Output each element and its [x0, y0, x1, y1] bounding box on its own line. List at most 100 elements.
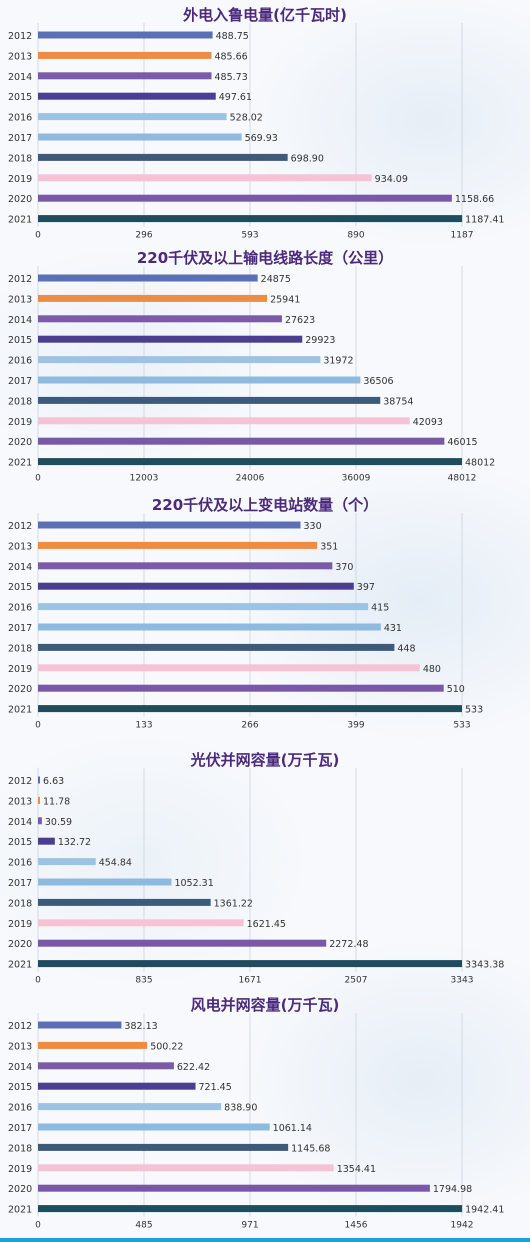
x-tick-label: 0	[35, 231, 41, 241]
year-label: 2021	[8, 705, 32, 716]
bar	[38, 562, 333, 570]
bar	[38, 1123, 270, 1131]
year-label: 2018	[8, 1143, 32, 1154]
year-label: 2012	[8, 1021, 32, 1032]
bar	[38, 51, 212, 59]
year-label: 2013	[8, 1041, 32, 1052]
bar	[38, 960, 463, 968]
year-label: 2019	[8, 417, 32, 428]
year-label: 2012	[8, 776, 32, 787]
year-label: 2020	[8, 684, 32, 695]
bar	[38, 194, 452, 202]
x-tick-label: 266	[241, 721, 258, 731]
chart-title: 光伏并网容量(万千瓦)	[190, 751, 340, 769]
bar	[38, 396, 381, 404]
value-label: 1942.41	[465, 1205, 504, 1216]
bar	[38, 356, 321, 364]
value-label: 1145.68	[291, 1143, 330, 1154]
x-tick-label: 12003	[130, 474, 159, 484]
bar	[38, 417, 410, 425]
value-label: 30.59	[45, 817, 72, 828]
value-label: 497.61	[219, 92, 252, 103]
year-label: 2015	[8, 335, 32, 346]
bar	[38, 582, 354, 590]
bar	[38, 133, 242, 141]
value-label: 431	[384, 623, 402, 634]
value-label: 24875	[261, 274, 291, 285]
value-label: 382.13	[124, 1021, 157, 1032]
year-label: 2016	[8, 356, 32, 367]
year-label: 2013	[8, 796, 32, 807]
value-label: 351	[320, 541, 338, 552]
year-label: 2012	[8, 31, 32, 42]
bar	[38, 315, 282, 323]
year-label: 2019	[8, 174, 32, 185]
value-label: 6.63	[43, 776, 64, 787]
bar	[38, 153, 288, 161]
value-label: 510	[447, 684, 465, 695]
value-label: 31972	[323, 356, 353, 367]
value-label: 721.45	[199, 1082, 232, 1093]
x-tick-label: 3343	[451, 976, 474, 986]
year-label: 2014	[8, 72, 32, 83]
year-label: 2015	[8, 582, 32, 593]
year-label: 2019	[8, 664, 32, 675]
chart-title: 外电入鲁电量(亿千瓦时)	[182, 6, 347, 24]
value-label: 485.66	[214, 51, 247, 62]
x-tick-label: 1942	[451, 1221, 474, 1231]
value-label: 38754	[383, 396, 413, 407]
value-label: 1354.41	[337, 1164, 376, 1175]
bar	[38, 1082, 196, 1090]
bar	[38, 541, 318, 549]
value-label: 25941	[270, 294, 300, 305]
year-label: 2020	[8, 437, 32, 448]
value-label: 370	[335, 562, 353, 573]
year-label: 2014	[8, 562, 32, 573]
year-label: 2018	[8, 153, 32, 164]
bar	[38, 1041, 148, 1049]
x-tick-label: 1187	[451, 231, 474, 241]
value-label: 1361.22	[214, 898, 253, 909]
x-tick-label: 0	[35, 474, 41, 484]
value-label: 500.22	[150, 1041, 183, 1052]
value-label: 46015	[447, 437, 477, 448]
year-label: 2021	[8, 960, 32, 971]
bar	[38, 939, 327, 947]
bar	[38, 1184, 430, 1192]
year-label: 2020	[8, 194, 32, 205]
year-label: 2016	[8, 113, 32, 124]
bar	[38, 458, 462, 466]
value-label: 1061.14	[273, 1123, 312, 1134]
bar	[38, 898, 211, 906]
bar	[38, 31, 213, 39]
x-tick-label: 1671	[239, 976, 262, 986]
year-label: 2015	[8, 1082, 32, 1093]
x-tick-label: 485	[135, 1221, 152, 1231]
bar	[38, 878, 172, 886]
year-label: 2018	[8, 898, 32, 909]
bar	[38, 294, 268, 302]
bar	[38, 837, 55, 845]
value-label: 3343.38	[465, 960, 504, 971]
chart-title: 220千伏及以上输电线路长度（公里）	[137, 249, 393, 267]
bar	[38, 684, 444, 692]
value-label: 27623	[285, 315, 315, 326]
bar	[38, 643, 395, 651]
x-tick-label: 533	[453, 721, 470, 731]
year-label: 2017	[8, 623, 32, 634]
bar	[38, 376, 361, 384]
value-label: 480	[423, 664, 441, 675]
x-tick-label: 593	[241, 231, 258, 241]
x-tick-label: 36009	[342, 474, 371, 484]
value-label: 11.78	[43, 796, 70, 807]
year-label: 2016	[8, 603, 32, 614]
year-label: 2013	[8, 294, 32, 305]
x-tick-label: 133	[135, 721, 152, 731]
value-label: 454.84	[99, 858, 132, 869]
bar	[38, 521, 301, 529]
year-label: 2015	[8, 837, 32, 848]
year-label: 2016	[8, 1103, 32, 1114]
bar	[38, 623, 381, 631]
x-tick-label: 2507	[345, 976, 368, 986]
